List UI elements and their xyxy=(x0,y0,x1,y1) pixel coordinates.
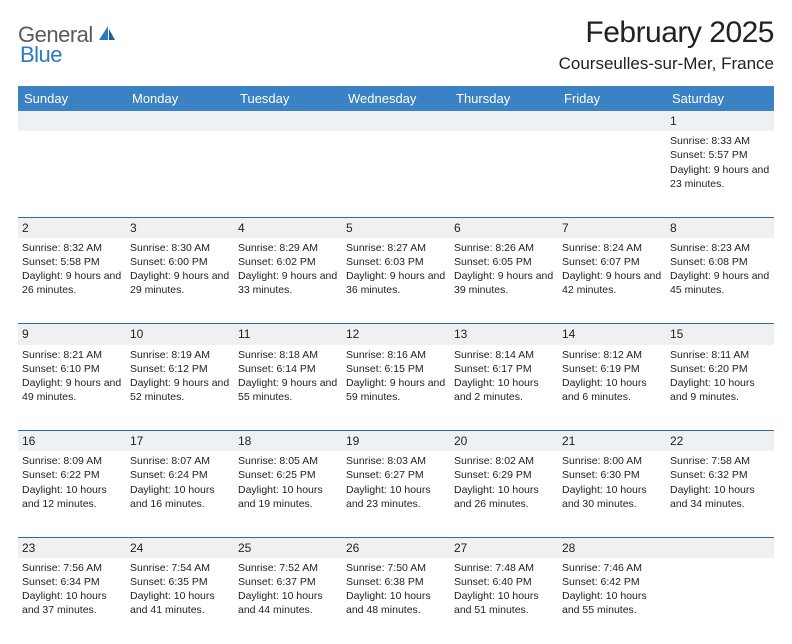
day-detail: Sunrise: 8:18 AMSunset: 6:14 PMDaylight:… xyxy=(234,345,342,431)
day-number xyxy=(342,111,450,131)
logo-sail-icon xyxy=(97,24,117,47)
location-text: Courseulles-sur-Mer, France xyxy=(559,54,774,74)
day-number: 5 xyxy=(342,217,450,238)
day-detail xyxy=(18,131,126,217)
day-detail: Sunrise: 8:11 AMSunset: 6:20 PMDaylight:… xyxy=(666,345,774,431)
day-detail: Sunrise: 8:24 AMSunset: 6:07 PMDaylight:… xyxy=(558,238,666,324)
day-detail: Sunrise: 8:09 AMSunset: 6:22 PMDaylight:… xyxy=(18,451,126,537)
day-number: 17 xyxy=(126,431,234,452)
day-detail: Sunrise: 8:02 AMSunset: 6:29 PMDaylight:… xyxy=(450,451,558,537)
day-number: 6 xyxy=(450,217,558,238)
day-detail-row: Sunrise: 7:56 AMSunset: 6:34 PMDaylight:… xyxy=(18,558,774,644)
day-detail-row: Sunrise: 8:33 AMSunset: 5:57 PMDaylight:… xyxy=(18,131,774,217)
day-number-row: 16171819202122 xyxy=(18,431,774,452)
day-detail: Sunrise: 8:23 AMSunset: 6:08 PMDaylight:… xyxy=(666,238,774,324)
weekday-header: Tuesday xyxy=(234,86,342,111)
day-number: 24 xyxy=(126,537,234,558)
day-number: 11 xyxy=(234,324,342,345)
day-detail-row: Sunrise: 8:21 AMSunset: 6:10 PMDaylight:… xyxy=(18,345,774,431)
day-detail: Sunrise: 7:54 AMSunset: 6:35 PMDaylight:… xyxy=(126,558,234,644)
day-number: 8 xyxy=(666,217,774,238)
day-number-row: 9101112131415 xyxy=(18,324,774,345)
day-detail-row: Sunrise: 8:32 AMSunset: 5:58 PMDaylight:… xyxy=(18,238,774,324)
day-number: 16 xyxy=(18,431,126,452)
day-detail: Sunrise: 8:12 AMSunset: 6:19 PMDaylight:… xyxy=(558,345,666,431)
day-number: 22 xyxy=(666,431,774,452)
day-number: 26 xyxy=(342,537,450,558)
day-number: 18 xyxy=(234,431,342,452)
day-detail: Sunrise: 8:05 AMSunset: 6:25 PMDaylight:… xyxy=(234,451,342,537)
day-detail: Sunrise: 8:03 AMSunset: 6:27 PMDaylight:… xyxy=(342,451,450,537)
day-number: 2 xyxy=(18,217,126,238)
day-number: 4 xyxy=(234,217,342,238)
day-number: 19 xyxy=(342,431,450,452)
page-header: General February 2025 Courseulles-sur-Me… xyxy=(18,16,774,74)
logo-text-blue: Blue xyxy=(20,42,62,67)
calendar-body: 1Sunrise: 8:33 AMSunset: 5:57 PMDaylight… xyxy=(18,111,774,644)
day-detail xyxy=(666,558,774,644)
calendar-page: General February 2025 Courseulles-sur-Me… xyxy=(0,0,792,644)
day-detail: Sunrise: 7:52 AMSunset: 6:37 PMDaylight:… xyxy=(234,558,342,644)
day-detail xyxy=(126,131,234,217)
day-number: 20 xyxy=(450,431,558,452)
day-detail xyxy=(558,131,666,217)
day-detail: Sunrise: 8:14 AMSunset: 6:17 PMDaylight:… xyxy=(450,345,558,431)
day-detail-row: Sunrise: 8:09 AMSunset: 6:22 PMDaylight:… xyxy=(18,451,774,537)
day-number: 10 xyxy=(126,324,234,345)
day-detail: Sunrise: 7:58 AMSunset: 6:32 PMDaylight:… xyxy=(666,451,774,537)
weekday-header: Wednesday xyxy=(342,86,450,111)
day-number: 9 xyxy=(18,324,126,345)
day-detail: Sunrise: 7:56 AMSunset: 6:34 PMDaylight:… xyxy=(18,558,126,644)
day-detail: Sunrise: 7:46 AMSunset: 6:42 PMDaylight:… xyxy=(558,558,666,644)
title-block: February 2025 Courseulles-sur-Mer, Franc… xyxy=(559,16,774,74)
day-number-row: 2345678 xyxy=(18,217,774,238)
day-number: 25 xyxy=(234,537,342,558)
day-detail: Sunrise: 8:30 AMSunset: 6:00 PMDaylight:… xyxy=(126,238,234,324)
month-title: February 2025 xyxy=(559,16,774,50)
day-number: 28 xyxy=(558,537,666,558)
day-number: 15 xyxy=(666,324,774,345)
day-number: 13 xyxy=(450,324,558,345)
day-detail: Sunrise: 8:27 AMSunset: 6:03 PMDaylight:… xyxy=(342,238,450,324)
day-detail: Sunrise: 8:33 AMSunset: 5:57 PMDaylight:… xyxy=(666,131,774,217)
day-number: 23 xyxy=(18,537,126,558)
day-number: 21 xyxy=(558,431,666,452)
calendar-table: Sunday Monday Tuesday Wednesday Thursday… xyxy=(18,86,774,644)
day-number xyxy=(558,111,666,131)
day-number xyxy=(18,111,126,131)
weekday-header: Thursday xyxy=(450,86,558,111)
day-number-row: 232425262728 xyxy=(18,537,774,558)
day-number: 7 xyxy=(558,217,666,238)
day-detail: Sunrise: 8:29 AMSunset: 6:02 PMDaylight:… xyxy=(234,238,342,324)
day-detail: Sunrise: 7:50 AMSunset: 6:38 PMDaylight:… xyxy=(342,558,450,644)
day-detail: Sunrise: 8:26 AMSunset: 6:05 PMDaylight:… xyxy=(450,238,558,324)
day-number: 12 xyxy=(342,324,450,345)
day-detail xyxy=(234,131,342,217)
day-number xyxy=(234,111,342,131)
day-detail: Sunrise: 8:16 AMSunset: 6:15 PMDaylight:… xyxy=(342,345,450,431)
day-detail: Sunrise: 7:48 AMSunset: 6:40 PMDaylight:… xyxy=(450,558,558,644)
day-detail xyxy=(342,131,450,217)
day-detail: Sunrise: 8:00 AMSunset: 6:30 PMDaylight:… xyxy=(558,451,666,537)
day-detail: Sunrise: 8:19 AMSunset: 6:12 PMDaylight:… xyxy=(126,345,234,431)
day-number: 3 xyxy=(126,217,234,238)
weekday-header: Friday xyxy=(558,86,666,111)
day-number xyxy=(126,111,234,131)
weekday-header: Monday xyxy=(126,86,234,111)
calendar-header-row: Sunday Monday Tuesday Wednesday Thursday… xyxy=(18,86,774,111)
day-detail: Sunrise: 8:32 AMSunset: 5:58 PMDaylight:… xyxy=(18,238,126,324)
logo-text-blue-wrap: Blue xyxy=(20,42,62,68)
day-detail xyxy=(450,131,558,217)
day-number: 27 xyxy=(450,537,558,558)
day-detail: Sunrise: 8:07 AMSunset: 6:24 PMDaylight:… xyxy=(126,451,234,537)
day-number xyxy=(450,111,558,131)
day-number: 1 xyxy=(666,111,774,131)
day-number xyxy=(666,537,774,558)
day-detail: Sunrise: 8:21 AMSunset: 6:10 PMDaylight:… xyxy=(18,345,126,431)
day-number: 14 xyxy=(558,324,666,345)
weekday-header: Saturday xyxy=(666,86,774,111)
day-number-row: 1 xyxy=(18,111,774,131)
weekday-header: Sunday xyxy=(18,86,126,111)
